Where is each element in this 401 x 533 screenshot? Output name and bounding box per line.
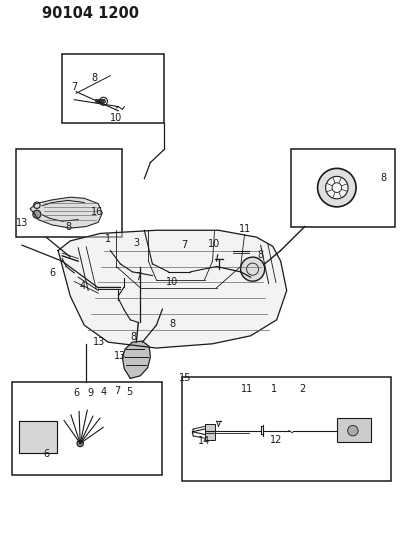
Bar [19, 421, 57, 453]
Text: 8: 8 [257, 250, 264, 260]
Text: 10: 10 [166, 278, 178, 287]
Text: 16: 16 [91, 207, 103, 216]
Ellipse shape [318, 168, 356, 207]
Ellipse shape [77, 440, 83, 447]
Bar [12, 382, 162, 475]
Text: 8: 8 [380, 173, 387, 183]
Text: 2: 2 [299, 384, 305, 394]
Text: 4: 4 [100, 387, 107, 397]
Polygon shape [30, 197, 102, 228]
Text: 6: 6 [43, 449, 49, 459]
Text: 90104 1200: 90104 1200 [42, 6, 139, 21]
Ellipse shape [326, 176, 348, 199]
Text: 10: 10 [209, 239, 221, 249]
Text: 6: 6 [50, 269, 56, 278]
Text: 8: 8 [169, 319, 176, 329]
Bar [182, 377, 391, 481]
Ellipse shape [33, 210, 41, 219]
Text: 13: 13 [114, 351, 126, 361]
Bar [62, 54, 164, 123]
Text: 11: 11 [239, 224, 251, 234]
Text: 7: 7 [114, 386, 120, 395]
Ellipse shape [241, 257, 265, 281]
Text: 15: 15 [179, 374, 191, 383]
Text: 7: 7 [71, 83, 78, 92]
Text: 10: 10 [110, 114, 122, 123]
Text: 6: 6 [73, 389, 79, 398]
Text: 7: 7 [181, 240, 188, 250]
Bar [291, 149, 395, 227]
Text: 8: 8 [65, 222, 71, 231]
Polygon shape [58, 230, 287, 348]
Text: 13: 13 [93, 337, 105, 347]
Bar [205, 424, 215, 440]
Text: 4: 4 [79, 281, 85, 291]
Text: 13: 13 [16, 218, 28, 228]
Text: 1: 1 [105, 234, 111, 244]
Text: 8: 8 [130, 332, 136, 342]
Text: 1: 1 [271, 384, 277, 394]
Bar [337, 418, 371, 442]
Text: 11: 11 [241, 384, 253, 394]
Polygon shape [122, 341, 150, 378]
Bar [16, 149, 122, 237]
Text: 9: 9 [87, 388, 93, 398]
Ellipse shape [348, 425, 358, 436]
Text: 7: 7 [135, 272, 142, 282]
Text: 14: 14 [198, 437, 210, 446]
Text: 8: 8 [91, 74, 97, 83]
Text: 3: 3 [133, 238, 140, 247]
Text: 5: 5 [126, 387, 132, 397]
Text: 12: 12 [270, 435, 282, 445]
